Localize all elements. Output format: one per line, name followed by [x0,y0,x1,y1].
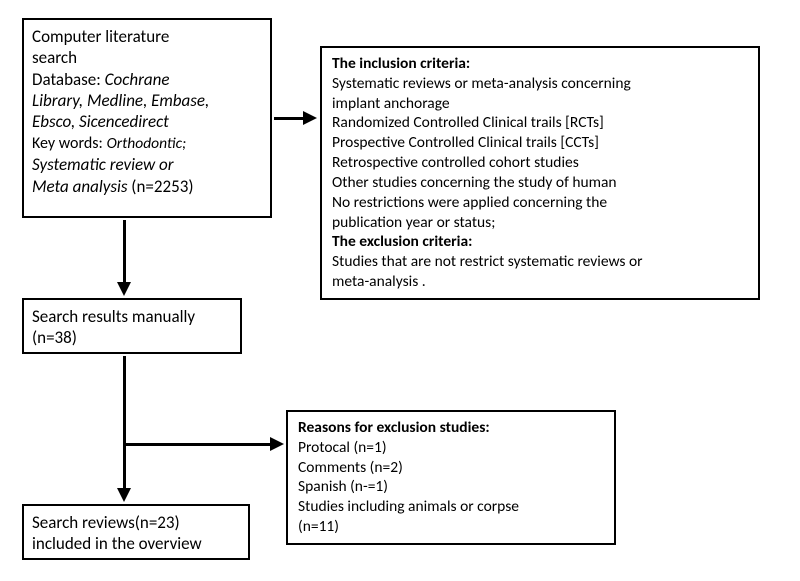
inc-4: Retrospective controlled cohort studies [332,153,748,173]
arrow-3-line [274,117,304,120]
inc-5: Other studies concerning the study of hu… [332,173,748,193]
box-search-manual: Search results manually (n=38) [22,298,242,354]
reason-1: Protocal (n=1) [298,438,604,458]
reason-4a: Studies including animals or corpse [298,497,604,517]
kw-label: Key words: [32,134,103,153]
kw-orthodontic: Orthodontic; [107,134,187,153]
reason-4b: (n=11) [298,517,604,537]
box1-db-line2: Library, Medline, Embase, [32,90,262,111]
box-criteria: The inclusion criteria: Systematic revie… [320,46,760,300]
db-sciencedirect: Sicencedirect [79,111,169,132]
reason-2: Comments (n=2) [298,458,604,478]
db-library: Library [32,90,79,111]
reason-3: Spanish (n-=1) [298,477,604,497]
box1-title-1: Computer literature [32,26,262,47]
kw-meta: Meta analysis [32,176,127,197]
arrow-2-line [123,356,126,490]
box3-line1: Search reviews(n=23) [32,512,240,533]
inc-2: Randomized Controlled Clinical trails [R… [332,113,748,133]
db-ebsco: Ebsco [32,111,71,132]
arrow-4-line [126,443,272,446]
inc-1b: implant anchorage [332,94,748,114]
arrow-4-head [270,437,284,451]
arrow-1-head [117,282,131,296]
box1-kw-line1: Key words: Orthodontic; [32,132,262,154]
box3-line2: included in the overview [32,533,240,554]
arrow-1-line [123,220,126,284]
box1-db-line3: Ebsco, Sicencedirect [32,111,262,132]
kw-n: (n=2253) [127,176,193,197]
db-label: Database: [32,69,101,90]
box1-kw-line2: Systematic review or [32,154,262,175]
db-sep4: , [71,111,79,132]
box2-line2: (n=38) [32,327,232,348]
box-literature-search: Computer literature search Database: Coc… [22,18,272,218]
box1-db-line1: Database: Cochrane [32,69,262,90]
arrow-2-head [117,488,131,502]
db-sep2: , [143,90,151,111]
db-sep3: , [205,90,209,111]
inc-3: Prospective Controlled Clinical trails [… [332,133,748,153]
inc-6a: No restrictions were applied concerning … [332,193,748,213]
exc-1b: meta-analysis . [332,272,748,292]
box1-title-2: search [32,47,262,68]
exc-1a: Studies that are not restrict systematic… [332,252,748,272]
db-sep1: , [79,90,87,111]
box2-line1: Search results manually [32,306,232,327]
inc-1a: Systematic reviews or meta-analysis conc… [332,74,748,94]
reasons-title: Reasons for exclusion studies: [298,418,604,438]
db-embase: Embase [151,90,205,111]
box-reasons: Reasons for exclusion studies: Protocal … [286,410,616,545]
db-cochrane: Cochrane [105,69,170,90]
box1-kw-line3: Meta analysis (n=2253) [32,176,262,197]
exc-title: The exclusion criteria: [332,232,748,252]
inc-6b: publication year or status; [332,213,748,233]
box-reviews-included: Search reviews(n=23) included in the ove… [22,504,250,560]
arrow-3-head [303,111,317,125]
db-medline: Medline [87,90,143,111]
inc-title: The inclusion criteria: [332,54,748,74]
